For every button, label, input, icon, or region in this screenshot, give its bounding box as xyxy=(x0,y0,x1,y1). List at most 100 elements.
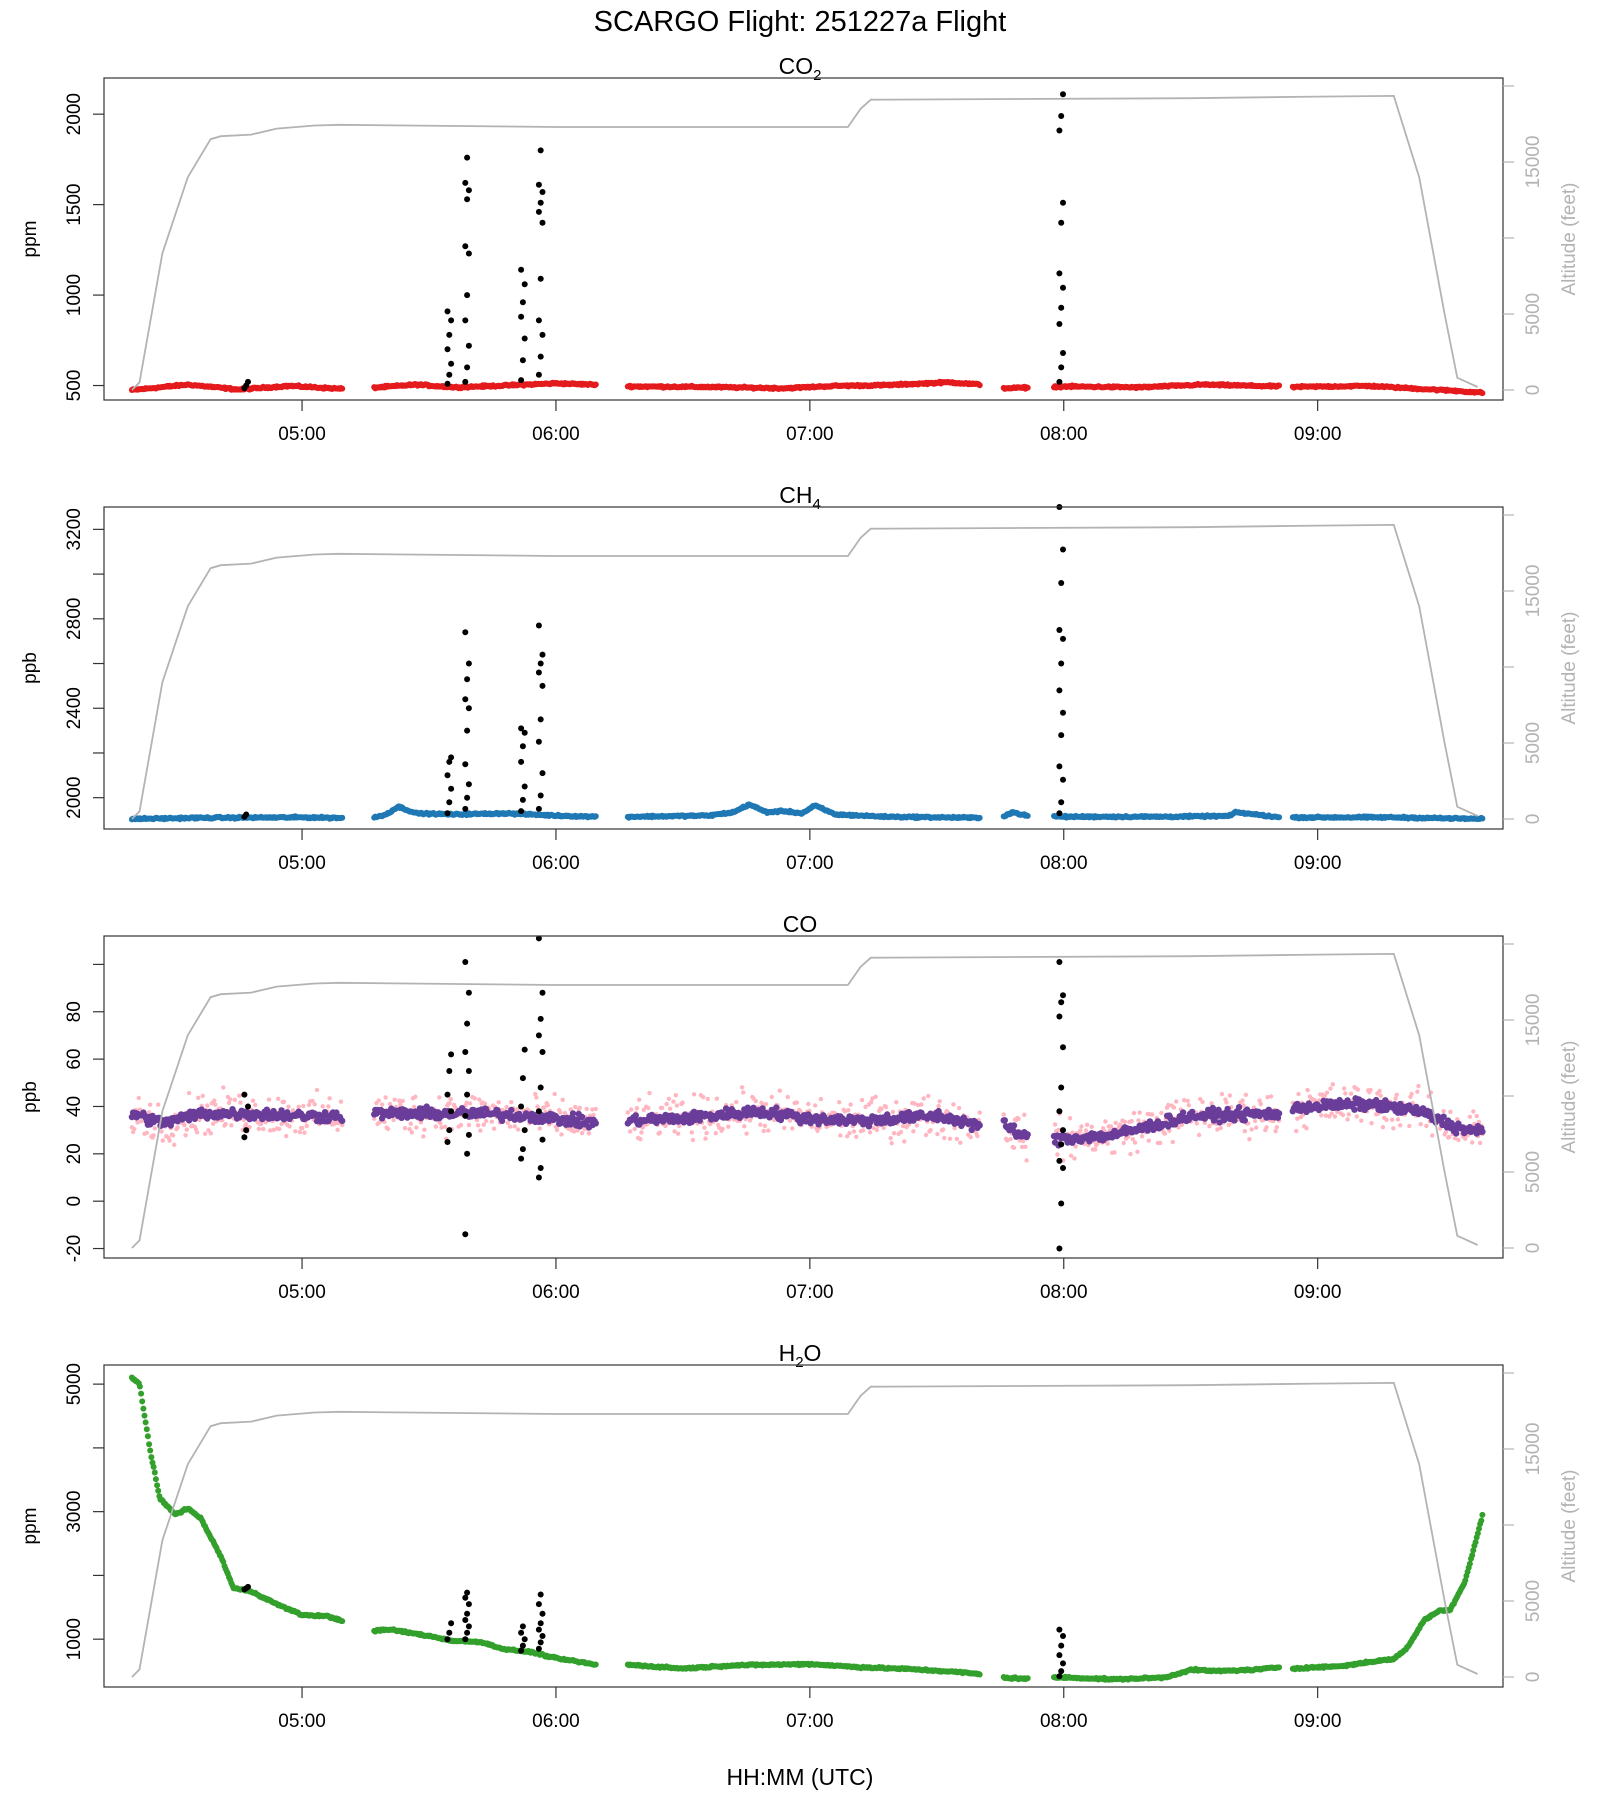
noise-point xyxy=(898,1129,904,1135)
spike-point xyxy=(535,738,542,745)
spike-point xyxy=(518,266,525,273)
spike-point xyxy=(462,179,469,186)
spike-point xyxy=(243,811,250,818)
noise-point xyxy=(320,1104,325,1109)
noise-point xyxy=(726,1124,731,1129)
noise-point xyxy=(1345,1117,1350,1122)
data-point xyxy=(154,1482,161,1489)
noise-point xyxy=(629,1107,634,1112)
data-point xyxy=(143,1426,150,1433)
series-points-co2 xyxy=(128,378,1486,397)
x-tick-label: 06:00 xyxy=(532,424,580,445)
noise-point xyxy=(183,1133,188,1138)
noise-point xyxy=(385,1126,391,1132)
spike-point xyxy=(518,313,525,320)
data-point xyxy=(152,1476,159,1483)
noise-point xyxy=(1330,1082,1336,1087)
noise-point xyxy=(977,1110,982,1115)
noise-point xyxy=(1340,1112,1346,1118)
noise-point xyxy=(1377,1088,1382,1094)
spike-point xyxy=(1056,127,1063,134)
data-point xyxy=(976,814,983,821)
spike-point xyxy=(519,1075,526,1082)
noise-point xyxy=(286,1104,291,1110)
spike-point xyxy=(446,371,453,378)
spike-point xyxy=(521,1127,528,1134)
spike-point xyxy=(535,1174,542,1181)
data-point xyxy=(339,385,346,392)
y2-tick-label: 0 xyxy=(1523,1243,1544,1254)
spike-point xyxy=(521,1046,528,1053)
noise-point xyxy=(537,1126,542,1131)
noise-point xyxy=(1247,1137,1252,1142)
noise-point xyxy=(958,1140,963,1145)
noise-point xyxy=(1264,1125,1269,1130)
data-point xyxy=(1010,1122,1018,1129)
noise-point xyxy=(674,1103,680,1108)
spike-point xyxy=(518,758,525,765)
noise-point xyxy=(1159,1110,1164,1116)
y-tick-label: 2400 xyxy=(64,687,85,729)
noise-point xyxy=(144,1130,149,1136)
y-axis-label-ch4: ppb xyxy=(20,652,41,684)
y-tick-label: 20 xyxy=(64,1143,85,1164)
noise-point xyxy=(327,1096,332,1101)
noise-point xyxy=(1273,1129,1278,1134)
noise-point xyxy=(438,1121,443,1126)
noise-point xyxy=(184,1127,189,1132)
spike-point xyxy=(1060,546,1066,553)
noise-point xyxy=(159,1129,164,1134)
spike-point xyxy=(464,794,471,801)
noise-point xyxy=(1407,1123,1412,1129)
spike-point xyxy=(1056,378,1063,385)
spike-point xyxy=(1060,284,1066,291)
spike-point xyxy=(464,676,471,683)
spike-point xyxy=(1056,1157,1063,1164)
y2-axis-label-co2: Altitude (feet) xyxy=(1559,183,1580,296)
noise-point xyxy=(172,1142,177,1148)
spike-point xyxy=(462,317,469,324)
data-point xyxy=(148,1454,155,1461)
noise-point xyxy=(1415,1089,1420,1094)
noise-point xyxy=(148,1102,153,1107)
noise-point xyxy=(1122,1119,1128,1125)
noise-point xyxy=(1194,1121,1200,1126)
spike-point xyxy=(465,989,472,996)
noise-point xyxy=(376,1098,381,1103)
noise-point xyxy=(1390,1117,1395,1122)
noise-point xyxy=(1129,1119,1134,1124)
spike-point xyxy=(1056,627,1063,633)
noise-point xyxy=(813,1103,818,1108)
noise-point xyxy=(782,1125,787,1131)
noise-point xyxy=(170,1133,176,1138)
y-tick-label: 2000 xyxy=(64,93,85,135)
noise-point xyxy=(1011,1145,1017,1151)
noise-point xyxy=(787,1118,793,1123)
noise-point xyxy=(1186,1103,1192,1108)
noise-point xyxy=(919,1102,924,1107)
spike-point xyxy=(535,1108,542,1115)
noise-point xyxy=(408,1121,413,1127)
noise-point xyxy=(304,1123,309,1129)
noise-point xyxy=(554,1127,560,1133)
noise-point xyxy=(391,1117,396,1123)
noise-point xyxy=(1296,1091,1301,1097)
spike-point xyxy=(444,810,451,817)
data-point xyxy=(1479,390,1486,397)
noise-point xyxy=(186,1090,192,1096)
noise-point xyxy=(152,1126,157,1131)
noise-point xyxy=(326,1104,331,1109)
noise-point xyxy=(680,1100,685,1105)
noise-point xyxy=(559,1132,564,1137)
noise-point xyxy=(861,1128,866,1133)
spike-point xyxy=(444,380,451,387)
spike-point xyxy=(535,181,542,188)
noise-point xyxy=(947,1136,953,1142)
data-point xyxy=(592,1661,599,1668)
noise-point xyxy=(704,1130,709,1136)
y-tick-label: 1500 xyxy=(64,183,85,225)
noise-point xyxy=(713,1131,718,1136)
panel-title-co: CO xyxy=(783,911,818,937)
noise-point xyxy=(1342,1086,1347,1091)
noise-point xyxy=(478,1128,483,1133)
